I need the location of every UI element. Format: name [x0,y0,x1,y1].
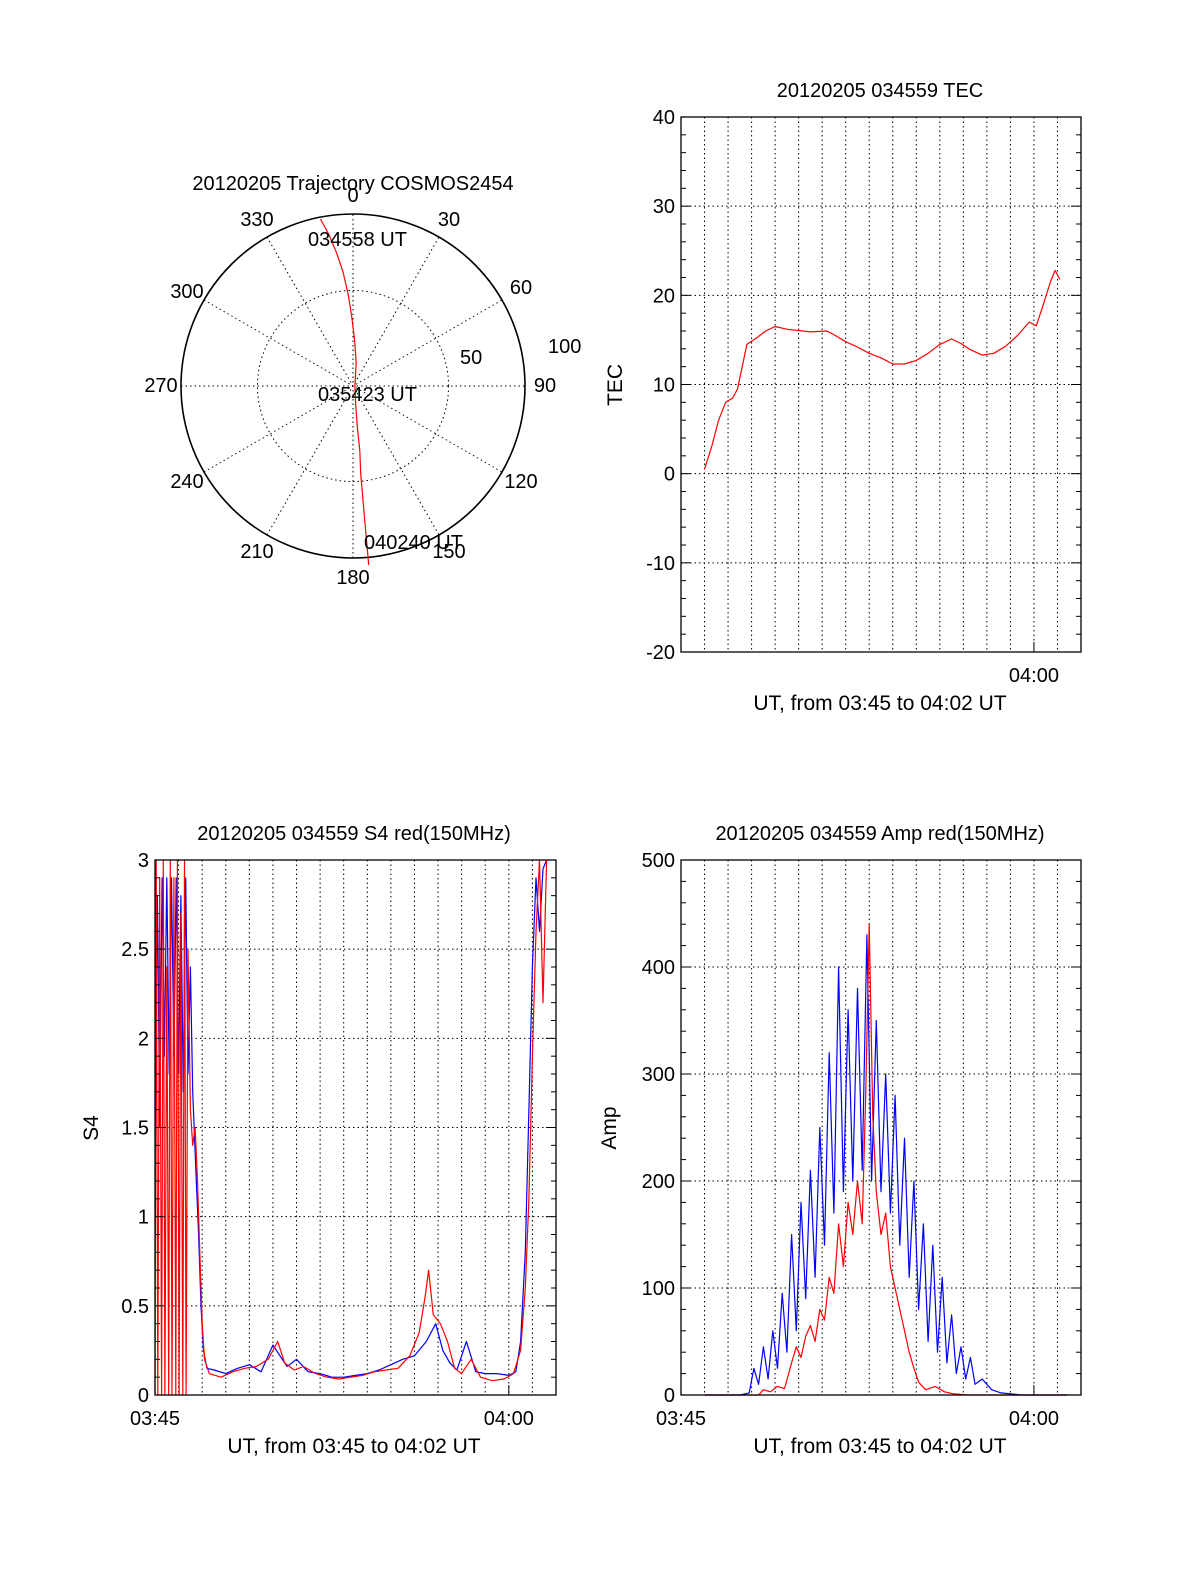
amp-xtick-label: 03:45 [656,1408,706,1430]
polar-angle-label: 300 [170,281,203,303]
polar-radius-label-100: 100 [548,336,581,358]
polar-grid [181,214,525,558]
tec-ytick-label: 30 [653,196,675,218]
s4-xlabel: UT, from 03:45 to 04:02 UT [227,1435,480,1458]
s4-ylabel: S4 [80,1115,103,1141]
tec-xtick-label: 04:00 [1009,665,1059,687]
polar-angle-label: 330 [240,209,273,231]
trajectory-chart: 20120205 Trajectory COSMOS2454 0 30 60 90 12… [144,173,581,589]
s4-series-blue [154,859,548,1378]
time-label-start: 034558 UT [308,229,407,251]
tec-ytick-label: 0 [664,464,675,486]
tec-chart: 20120205 034559 TEC TEC UT, from 03:45 t… [604,80,1082,715]
amp-ytick-label: 300 [642,1064,675,1086]
tec-series-red [703,269,1061,470]
amp-plot-frame [680,859,1082,1396]
s4-ytick-label: 3 [138,850,149,872]
s4-ytick-label: 0.5 [121,1296,149,1318]
amp-series-red [704,923,1067,1396]
amp-title: 20120205 034559 Amp red(150MHz) [715,823,1044,845]
amp-chart: 20120205 034559 Amp red(150MHz) Amp UT, … [598,823,1082,1458]
trajectory-title: 20120205 Trajectory COSMOS2454 [192,173,513,195]
s4-chart: 20120205 034559 S4 red(150MHz) S4 UT, fr… [80,823,557,1458]
trajectory-line [319,218,370,566]
amp-xtick-label: 04:00 [1009,1408,1059,1430]
polar-angle-label: 240 [170,471,203,493]
s4-title: 20120205 034559 S4 red(150MHz) [197,823,511,845]
amp-ylabel: Amp [598,1106,621,1149]
s4-xtick-label: 03:45 [130,1408,180,1430]
tec-ytick-label: 20 [653,285,675,307]
amp-ytick-label: 0 [664,1385,675,1407]
polar-grid-spoke [266,236,440,536]
tec-ytick-label: 40 [653,107,675,129]
polar-angle-label: 120 [504,471,537,493]
s4-xtick-label: 04:00 [484,1408,534,1430]
polar-angle-label: 210 [240,541,273,563]
trajectory-series [319,218,370,566]
s4-ytick-label: 2.5 [121,939,149,961]
s4-ytick-label: 0 [138,1385,149,1407]
tec-title: 20120205 034559 TEC [777,80,983,102]
s4-ytick-label: 2 [138,1028,149,1050]
polar-angle-labels: 0 30 60 90 120 150 180 210 240 270 300 330 [144,185,556,589]
polar-angle-label: 150 [432,541,465,563]
time-label-mid: 035423 UT [318,384,417,406]
polar-angle-label: 30 [438,209,460,231]
tec-ytick-label: 10 [653,375,675,397]
tec-ytick-label: -20 [646,642,675,664]
amp-series-blue [704,934,1067,1396]
polar-angle-label: 180 [336,567,369,589]
amp-xlabel: UT, from 03:45 to 04:02 UT [753,1435,1006,1458]
amp-ytick-label: 400 [642,957,675,979]
polar-angle-label: 0 [347,185,358,207]
s4-ytick-label: 1.5 [121,1118,149,1140]
polar-outer-circle [180,213,526,559]
tec-ylabel: TEC [604,364,627,406]
amp-ytick-label: 200 [642,1171,675,1193]
amp-ytick-label: 500 [642,850,675,872]
amp-ytick-label: 100 [642,1278,675,1300]
polar-angle-label: 60 [510,277,532,299]
polar-grid-circle [256,289,450,483]
s4-ytick-label: 1 [138,1207,149,1229]
time-label-end: 040240 UT [364,532,463,554]
polar-angle-label: 270 [144,375,177,397]
tec-xlabel: UT, from 03:45 to 04:02 UT [753,692,1006,715]
s4-series-red [154,859,548,1396]
polar-angle-label: 90 [534,375,556,397]
tec-ytick-label: -10 [646,553,675,575]
polar-radius-label-50: 50 [460,347,482,369]
s4-plot-frame [154,859,557,1396]
